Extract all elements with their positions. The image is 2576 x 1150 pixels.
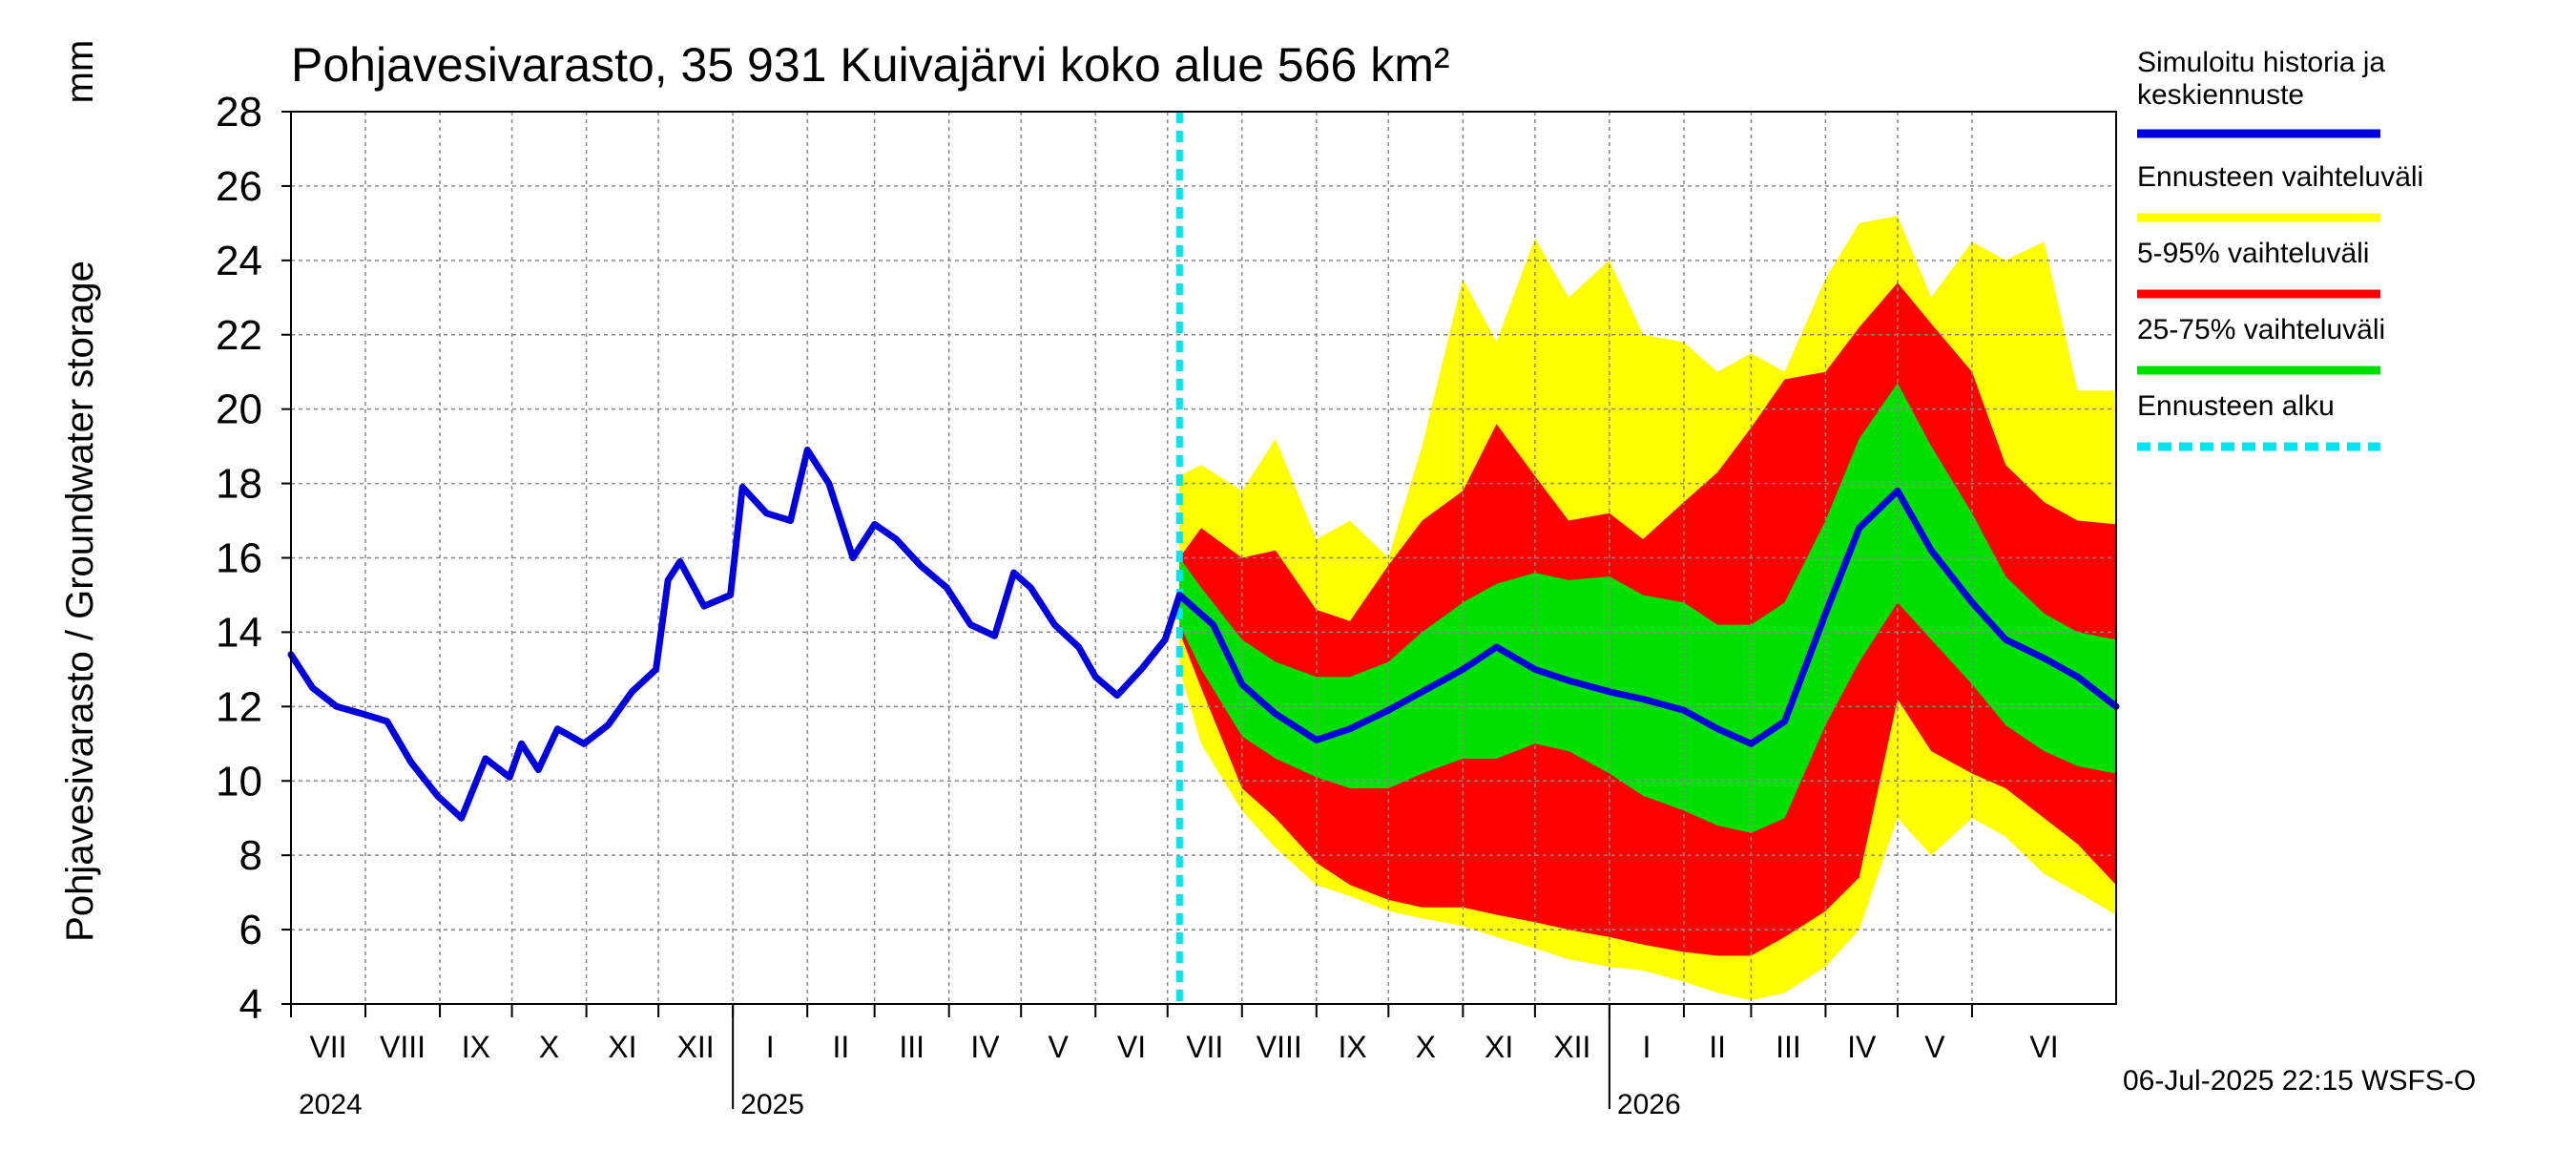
month-label: VII [309, 1030, 346, 1064]
month-label: XII [1553, 1030, 1590, 1064]
y-axis-ticks: 4 6 8 10 12 14 16 18 20 22 24 26 28 [216, 89, 291, 1028]
month-label: II [1709, 1030, 1726, 1064]
p25-75-area [1179, 383, 2116, 833]
y-tick-label: 22 [216, 312, 262, 359]
month-label: V [1049, 1030, 1070, 1064]
legend-label: 25-75% vaihteluväli [2137, 314, 2385, 345]
year-label: 2026 [1617, 1089, 1681, 1120]
month-label: VIII [380, 1030, 426, 1064]
y-tick-label: 6 [239, 907, 262, 953]
month-label: I [766, 1030, 775, 1064]
month-label: III [1776, 1030, 1801, 1064]
month-label: IX [1338, 1030, 1366, 1064]
y-tick-label: 14 [216, 609, 262, 656]
y-tick-label: 8 [239, 832, 262, 879]
month-label: VI [2029, 1030, 2058, 1064]
y-tick-label: 10 [216, 758, 262, 805]
month-label: XII [677, 1030, 715, 1064]
x-axis-months: VII VIII IX X XI XII I II III IV V VI VII VIII IX X XI XI… [290, 1004, 2059, 1120]
legend-label: Ennusteen vaihteluväli [2137, 161, 2423, 193]
year-label: 2024 [299, 1089, 363, 1120]
month-label: X [1416, 1030, 1436, 1064]
legend-label: 5-95% vaihteluväli [2137, 238, 2369, 269]
month-label: XI [608, 1030, 636, 1064]
y-tick-label: 12 [216, 683, 262, 730]
year-label: 2025 [740, 1089, 804, 1120]
forecast-range-areas [1179, 216, 2116, 1001]
month-label: IV [1847, 1030, 1877, 1064]
y-tick-label: 4 [239, 981, 262, 1028]
month-label: X [539, 1030, 559, 1064]
month-label: III [899, 1030, 924, 1064]
y-tick-label: 26 [216, 163, 262, 210]
y-tick-label: 18 [216, 461, 262, 508]
footer-timestamp: 06-Jul-2025 22:15 WSFS-O [2123, 1065, 2476, 1097]
month-label: VIII [1257, 1030, 1302, 1064]
legend-label-line1: Simuloitu historia ja [2137, 47, 2385, 78]
month-label: XI [1485, 1030, 1513, 1064]
month-label: V [1924, 1030, 1945, 1064]
y-tick-label: 24 [216, 238, 262, 284]
month-label: VII [1186, 1030, 1223, 1064]
legend-label: Ennusteen alku [2137, 390, 2335, 422]
month-label: IX [462, 1030, 490, 1064]
y-axis-label: Pohjavesivarasto / Groundwater storage [59, 261, 101, 942]
y-tick-label: 16 [216, 535, 262, 582]
month-label: IV [970, 1030, 1000, 1064]
y-tick-label: 20 [216, 387, 262, 433]
history-median-line [287, 447, 2120, 822]
y-tick-label: 28 [216, 89, 262, 136]
month-label: VI [1117, 1030, 1146, 1064]
legend-label-line2: keskiennuste [2137, 79, 2304, 111]
month-label: I [1642, 1030, 1651, 1064]
month-label: II [833, 1030, 850, 1064]
chart-title: Pohjavesivarasto, 35 931 Kuivajärvi koko… [291, 38, 1450, 92]
y-unit-label: mm [59, 40, 101, 104]
series-lines [287, 112, 2120, 1004]
